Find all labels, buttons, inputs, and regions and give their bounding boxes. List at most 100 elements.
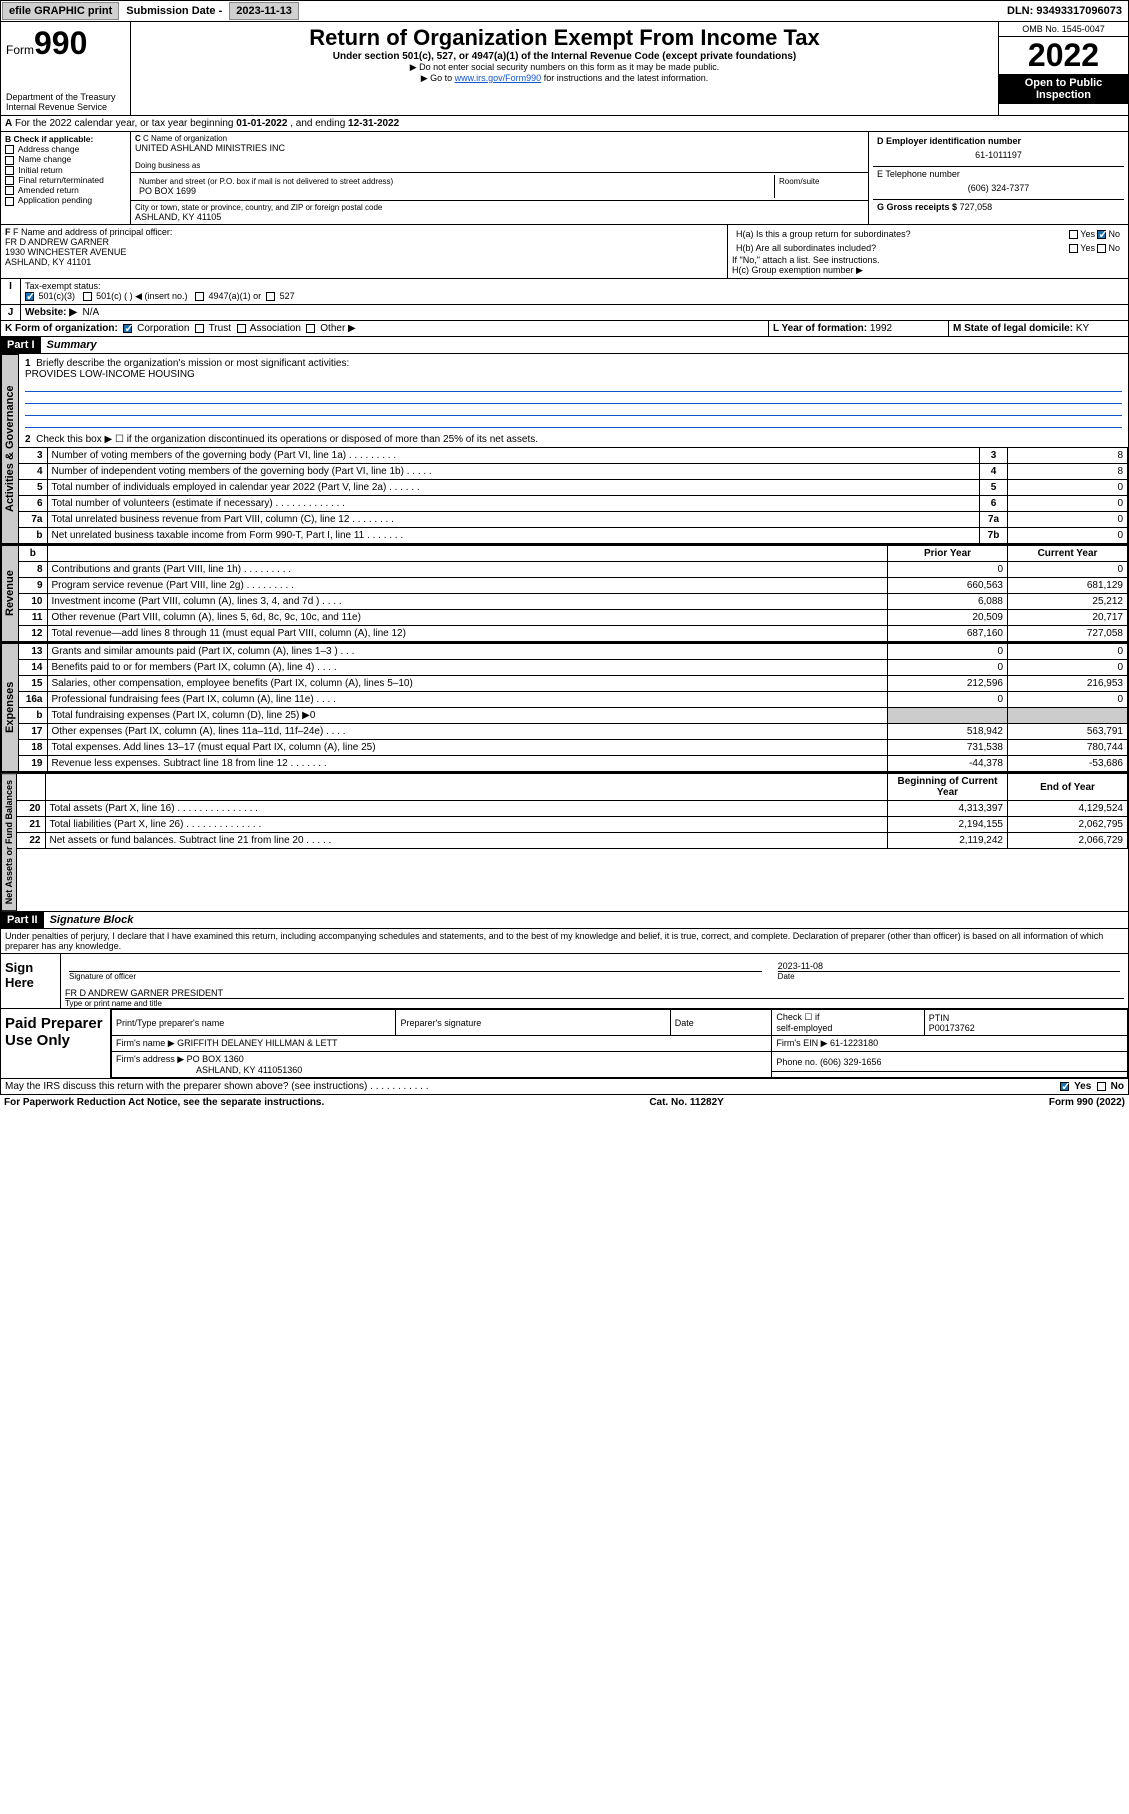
table-row: 3Number of voting members of the governi…: [19, 448, 1128, 464]
check-initial-return[interactable]: [5, 166, 14, 175]
form-org-row: K Form of organization: Corporation Trus…: [0, 321, 1129, 337]
firm-address: Firm's address ▶ PO BOX 1360 ASHLAND, KY…: [112, 1052, 772, 1078]
firm-ein: Firm's EIN ▶ 61-1223180: [772, 1036, 1128, 1052]
form-header: Form990 Department of the Treasury Inter…: [0, 22, 1129, 116]
officer-typed-name: FR D ANDREW GARNER PRESIDENT: [65, 988, 223, 998]
netassets-tab: Net Assets or Fund Balances: [1, 773, 17, 911]
table-row: 12Total revenue—add lines 8 through 11 (…: [19, 626, 1128, 642]
table-row: 7aTotal unrelated business revenue from …: [19, 512, 1128, 528]
ha-no-checkbox[interactable]: [1097, 230, 1106, 239]
prep-sig-hdr: Preparer's signature: [396, 1010, 670, 1036]
table-row: 9Program service revenue (Part VIII, lin…: [19, 578, 1128, 594]
self-employed: Check ☐ ifself-employed: [772, 1010, 924, 1036]
ein-value: 61-1011197: [877, 146, 1120, 164]
table-row: 5Total number of individuals employed in…: [19, 480, 1128, 496]
page-footer: For Paperwork Reduction Act Notice, see …: [0, 1095, 1129, 1110]
hb-label: H(b) Are all subordinates included?: [732, 241, 880, 255]
table-row: 22Net assets or fund balances. Subtract …: [17, 833, 1128, 849]
501c-checkbox[interactable]: [83, 292, 92, 301]
street-label: Number and street (or P.O. box if mail i…: [139, 177, 770, 186]
check-application-pending[interactable]: [5, 197, 14, 206]
check-address-change[interactable]: [5, 145, 14, 154]
discuss-yes-checkbox[interactable]: [1060, 1082, 1069, 1091]
assoc-checkbox[interactable]: [237, 324, 246, 333]
room-suite-label: Room/suite: [774, 175, 864, 198]
netassets-block: Net Assets or Fund Balances Beginning of…: [0, 773, 1129, 912]
expenses-tab: Expenses: [1, 643, 19, 772]
officer-city: ASHLAND, KY 41101: [5, 257, 723, 267]
table-row: 19Revenue less expenses. Subtract line 1…: [19, 756, 1128, 772]
netassets-table: Beginning of Current YearEnd of Year 20T…: [17, 773, 1128, 849]
line2-text: Check this box ▶ ☐ if the organization d…: [36, 434, 538, 445]
website-row: J Website: ▶ N/A: [0, 305, 1129, 321]
revenue-block: Revenue bPrior YearCurrent Year 8Contrib…: [0, 545, 1129, 643]
prep-name-hdr: Print/Type preparer's name: [112, 1010, 396, 1036]
top-bar: efile GRAPHIC print Submission Date - 20…: [0, 0, 1129, 22]
open-inspection: Open to Public Inspection: [999, 74, 1128, 104]
hb-no-checkbox[interactable]: [1097, 244, 1106, 253]
phone-value: (606) 324-7377: [877, 179, 1120, 197]
sig-officer-caption: Signature of officer: [65, 972, 766, 981]
form-number: 990: [34, 25, 87, 61]
check-name-change[interactable]: [5, 156, 14, 165]
table-row: 4Number of independent voting members of…: [19, 464, 1128, 480]
ha-yes-checkbox[interactable]: [1069, 230, 1078, 239]
expenses-table: 13Grants and similar amounts paid (Part …: [19, 643, 1128, 772]
4947-checkbox[interactable]: [195, 292, 204, 301]
revenue-tab: Revenue: [1, 545, 19, 642]
line-a: A For the 2022 calendar year, or tax yea…: [0, 116, 1129, 132]
table-row: bNet unrelated business taxable income f…: [19, 528, 1128, 544]
phone-label: E Telephone number: [877, 169, 1120, 179]
city-value: ASHLAND, KY 41105: [135, 212, 864, 222]
firm-phone: Phone no. (606) 329-1656: [772, 1052, 1128, 1072]
table-row: 10Investment income (Part VIII, column (…: [19, 594, 1128, 610]
gross-receipts-value: 727,058: [960, 202, 993, 212]
table-row: 11Other revenue (Part VIII, column (A), …: [19, 610, 1128, 626]
activities-table: 3Number of voting members of the governi…: [19, 447, 1128, 544]
trust-checkbox[interactable]: [195, 324, 204, 333]
table-row: 16aProfessional fundraising fees (Part I…: [19, 692, 1128, 708]
sign-block: Sign Here Signature of officer 2023-11-0…: [0, 954, 1129, 1009]
submission-date[interactable]: 2023-11-13: [229, 2, 299, 20]
mission-label: Briefly describe the organization's miss…: [36, 358, 349, 369]
efile-button[interactable]: efile GRAPHIC print: [2, 2, 119, 20]
omb-number: OMB No. 1545-0047: [999, 22, 1128, 37]
hb-yes-checkbox[interactable]: [1069, 244, 1078, 253]
table-row: 15Salaries, other compensation, employee…: [19, 676, 1128, 692]
check-final-return-terminated[interactable]: [5, 176, 14, 185]
officer-block: F F Name and address of principal office…: [0, 225, 1129, 279]
paperwork-notice: For Paperwork Reduction Act Notice, see …: [4, 1097, 324, 1108]
form990-link[interactable]: www.irs.gov/Form990: [455, 73, 542, 83]
ptin-cell: PTINP00173762: [924, 1010, 1127, 1036]
org-name-label: C C Name of organization: [135, 134, 864, 143]
year-formation: L Year of formation: 1992: [768, 321, 948, 336]
cat-no: Cat. No. 11282Y: [649, 1097, 723, 1108]
form-subtitle: Under section 501(c), 527, or 4947(a)(1)…: [139, 51, 990, 62]
officer-name: FR D ANDREW GARNER: [5, 237, 723, 247]
ha-label: H(a) Is this a group return for subordin…: [732, 227, 915, 241]
perjury-text: Under penalties of perjury, I declare th…: [0, 929, 1129, 954]
sign-here-label: Sign Here: [1, 954, 61, 1008]
goto-note: ▶ Go to www.irs.gov/Form990 for instruct…: [139, 73, 990, 84]
city-label: City or town, state or province, country…: [135, 203, 864, 212]
501c3-checkbox[interactable]: [25, 292, 34, 301]
other-checkbox[interactable]: [306, 324, 315, 333]
revenue-table: bPrior YearCurrent Year 8Contributions a…: [19, 545, 1128, 642]
name-caption: Type or print name and title: [61, 999, 1128, 1008]
irs-label: Internal Revenue Service: [6, 102, 125, 112]
firm-name: Firm's name ▶ GRIFFITH DELANEY HILLMAN &…: [112, 1036, 772, 1052]
dln: DLN: 93493317096073: [1001, 3, 1128, 19]
527-checkbox[interactable]: [266, 292, 275, 301]
discuss-no-checkbox[interactable]: [1097, 1082, 1106, 1091]
prep-date-hdr: Date: [670, 1010, 772, 1036]
corp-checkbox[interactable]: [123, 324, 132, 333]
ein-label: D Employer identification number: [877, 136, 1021, 146]
form-title: Return of Organization Exempt From Incom…: [139, 25, 990, 51]
form-ref: Form 990 (2022): [1049, 1097, 1125, 1108]
tax-year: 2022: [999, 37, 1128, 74]
submission-label: Submission Date -: [120, 3, 228, 19]
preparer-block: Paid Preparer Use Only Print/Type prepar…: [0, 1009, 1129, 1079]
check-amended-return[interactable]: [5, 186, 14, 195]
discuss-row: May the IRS discuss this return with the…: [0, 1079, 1129, 1095]
expenses-block: Expenses 13Grants and similar amounts pa…: [0, 643, 1129, 773]
